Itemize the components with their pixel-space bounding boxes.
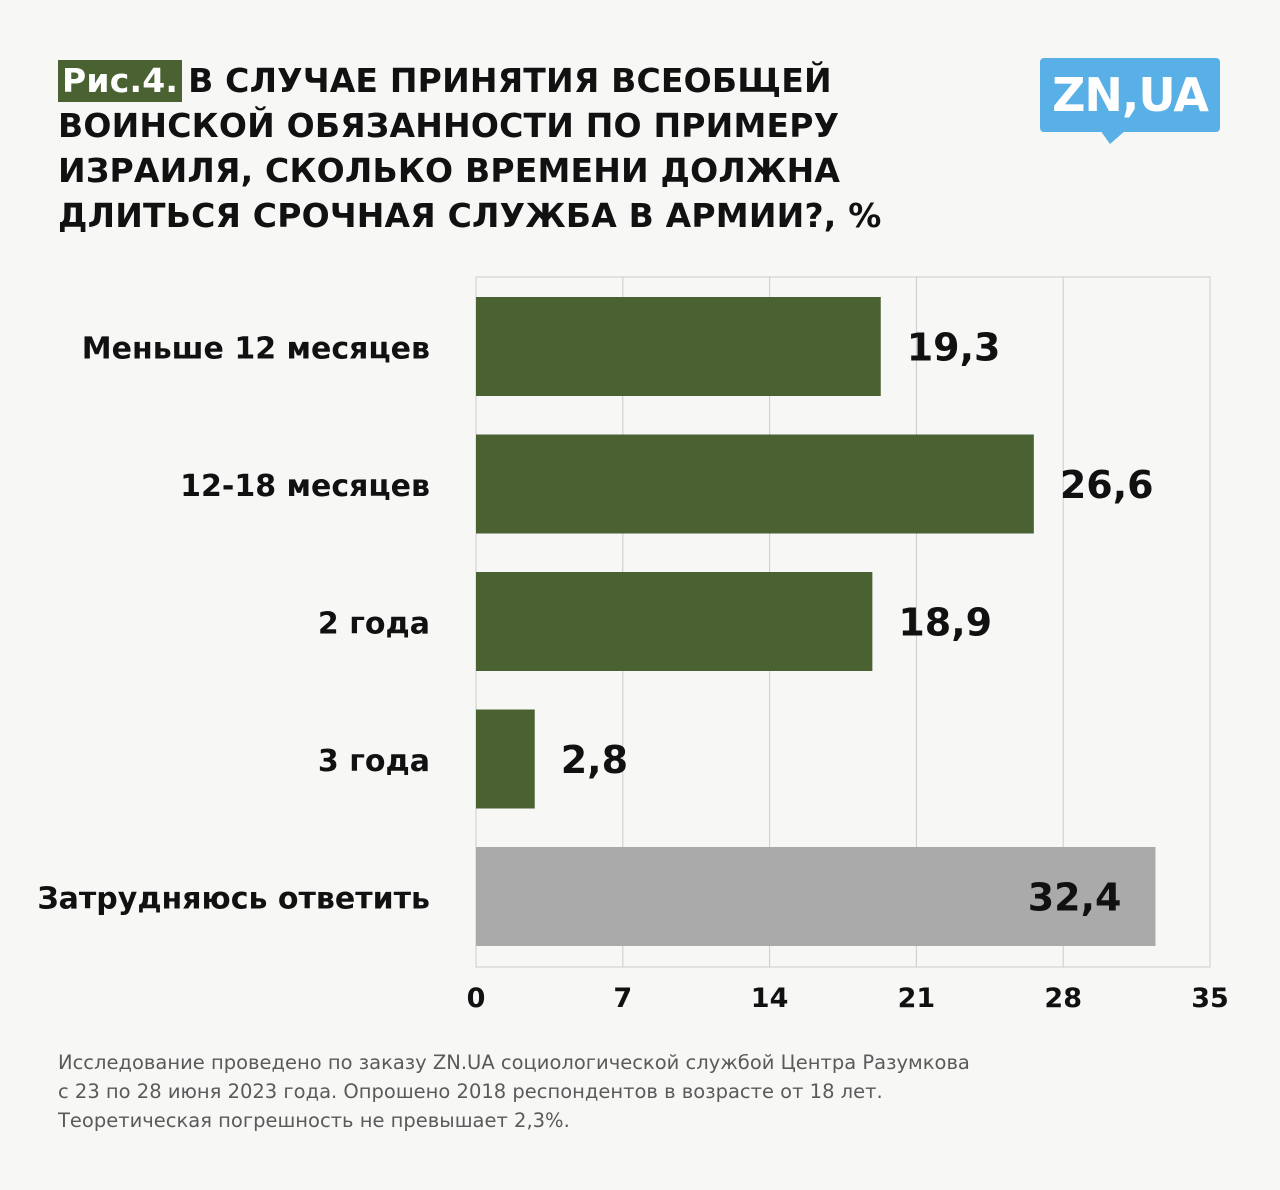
value-label-3: 2,8 xyxy=(561,738,628,782)
bar-0 xyxy=(476,297,881,396)
category-labels: Меньше 12 месяцев 12-18 месяцев 2 года 3 го… xyxy=(37,332,430,917)
bar-4 xyxy=(476,847,1156,946)
value-label-2: 18,9 xyxy=(898,601,992,645)
bar-1 xyxy=(476,434,1034,534)
bar-chart: Меньше 12 месяцев 12-18 месяцев 2 года 3 го… xyxy=(37,276,1229,1014)
logo-box: ZN,UA xyxy=(1040,58,1220,132)
value-label-0: 19,3 xyxy=(907,326,1001,370)
x-tick-label-4: 28 xyxy=(1044,983,1082,1014)
axis-tick-labels: 0 7 14 21 28 35 xyxy=(467,983,1229,1014)
category-label-1: 12-18 месяцев xyxy=(180,469,430,504)
footnote-line-2: с 23 по 28 июня 2023 года. Опрошено 2018… xyxy=(58,1080,883,1103)
footnote: Исследование проведено по заказу ZN.UA с… xyxy=(58,1048,1208,1135)
value-label-4: 32,4 xyxy=(1028,876,1122,920)
bar-3 xyxy=(476,709,535,809)
footnote-line-3: Теоретическая погрешность не превышает 2… xyxy=(58,1109,570,1132)
title-text: В СЛУЧАЕ ПРИНЯТИЯ ВСЕОБЩЕЙ ВОИНСКОЙ ОБЯЗ… xyxy=(58,61,882,235)
bar-2 xyxy=(476,572,873,671)
x-tick-label-1: 7 xyxy=(613,983,632,1014)
chart-title: Рис.4. В СЛУЧАЕ ПРИНЯТИЯ ВСЕОБЩЕЙ ВОИНСКО… xyxy=(58,58,1018,238)
zn-ua-logo: ZN,UA xyxy=(1040,58,1220,144)
x-tick-label-3: 21 xyxy=(898,983,936,1014)
footnote-line-1: Исследование проведено по заказу ZN.UA с… xyxy=(58,1051,970,1074)
bars xyxy=(476,297,1156,946)
category-label-3: 3 года xyxy=(318,744,430,779)
category-label-4: Затрудняюсь ответить xyxy=(37,882,430,917)
x-tick-label-5: 35 xyxy=(1191,983,1229,1014)
category-label-0: Меньше 12 месяцев xyxy=(82,332,430,367)
value-labels: 19,3 26,6 18,9 2,8 32,4 xyxy=(561,326,1154,920)
category-label-2: 2 года xyxy=(318,607,430,642)
value-label-1: 26,6 xyxy=(1060,463,1154,507)
chart-header: Рис.4. В СЛУЧАЕ ПРИНЯТИЯ ВСЕОБЩЕЙ ВОИНСКО… xyxy=(58,58,1018,238)
logo-speech-tail xyxy=(1100,130,1126,144)
x-tick-label-0: 0 xyxy=(467,983,486,1014)
figure-label: Рис.4. xyxy=(58,60,183,102)
x-tick-label-2: 14 xyxy=(751,983,789,1014)
